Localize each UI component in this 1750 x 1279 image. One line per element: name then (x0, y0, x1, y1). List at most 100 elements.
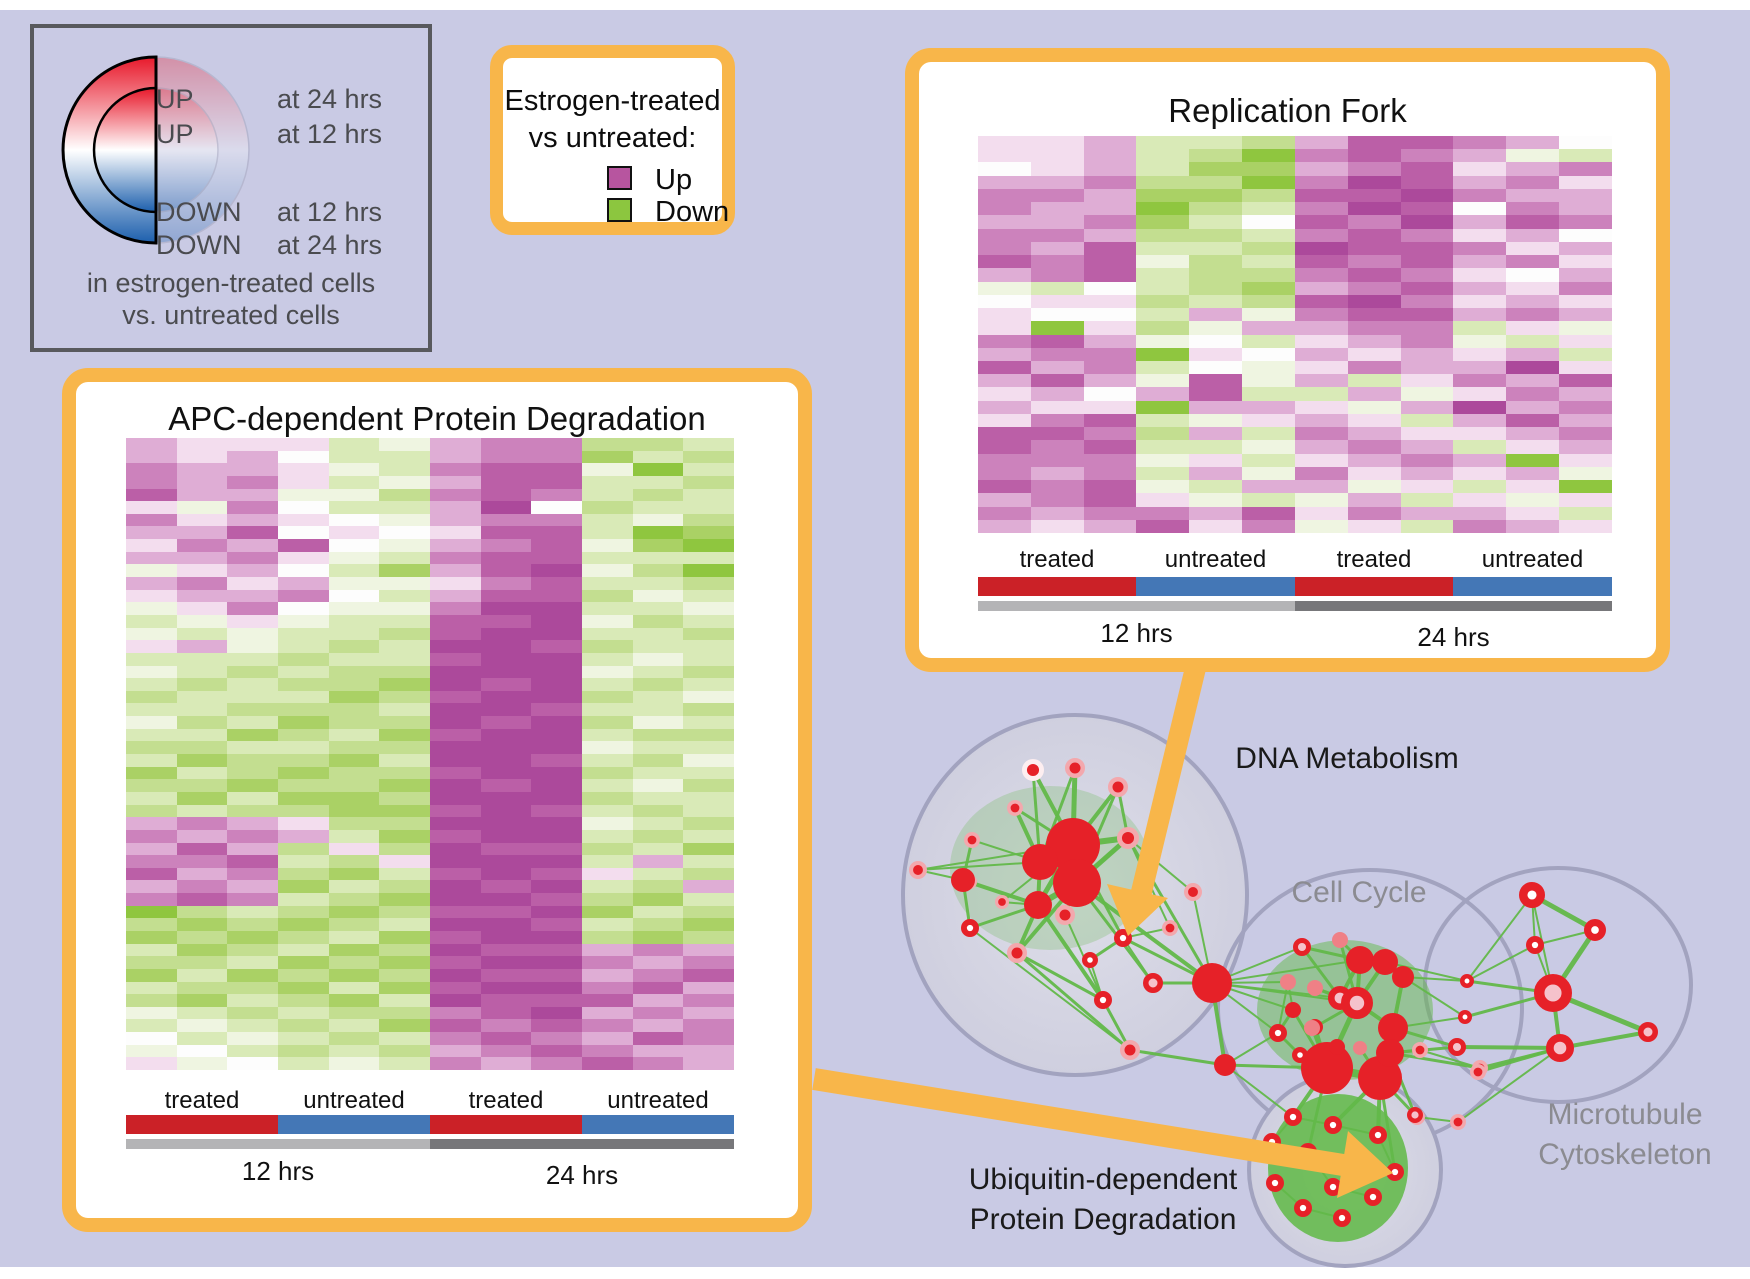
heatmap-row (126, 488, 735, 502)
heatmap-row (126, 981, 735, 995)
untreated-bar (582, 1115, 734, 1134)
heatmap-row (978, 241, 1612, 256)
heatmap-row (126, 627, 735, 641)
time-label-12hrs: 12 hrs (241, 1156, 315, 1186)
time-label-24hrs: 24 hrs (545, 1160, 619, 1190)
cluster-label: Cell Cycle (1291, 876, 1427, 909)
updown-circles-icon (61, 55, 250, 245)
replication-panel-title: Replication Fork (1168, 92, 1407, 129)
group-label: untreated (1481, 546, 1584, 573)
color-legend-box: Estrogen-treated vs untreated: Up Down (490, 45, 735, 235)
heatmap-row (126, 1057, 735, 1071)
heatmap-row (978, 294, 1612, 309)
heatmap-row (978, 347, 1612, 361)
heatmap-row (126, 463, 735, 476)
treated-bar (430, 1115, 582, 1134)
untreated-bar (1136, 577, 1295, 596)
heatmap-row (978, 202, 1612, 216)
heatmap-row (978, 228, 1612, 242)
replication-heatmap (978, 136, 1612, 534)
color-legend-title: Estrogen-treated vs untreated: (503, 83, 722, 157)
heatmap-row (126, 855, 735, 868)
heatmap-row (126, 640, 735, 653)
heatmap-row (126, 577, 735, 590)
heatmap-row (126, 804, 735, 818)
cluster-label: Microtubule Cytoskeleton (1538, 1098, 1712, 1171)
heatmap-row (978, 149, 1612, 163)
heatmap-row (126, 893, 735, 906)
heatmap-row (126, 678, 735, 691)
heatmap-row (126, 716, 735, 729)
time-label: at 24 hrs (277, 84, 383, 114)
heatmap-row (978, 175, 1612, 189)
heatmap-row (126, 741, 735, 755)
group-label: treated (468, 1087, 544, 1114)
time-label-12hrs: 12 hrs (1100, 618, 1173, 648)
group-label: untreated (1164, 546, 1267, 573)
heatmap-row (126, 817, 735, 830)
heatmap-row (126, 867, 735, 881)
untreated-bar (278, 1115, 430, 1134)
treated-bar (1295, 577, 1453, 596)
heatmap-row (978, 506, 1612, 520)
heatmap-row (126, 880, 735, 894)
heatmap-row (126, 1032, 735, 1045)
time-bar-24hrs (430, 1139, 734, 1149)
legend-item-label: Up (655, 164, 693, 196)
heatmap-row (978, 453, 1612, 467)
heatmap-row (978, 308, 1612, 322)
heatmap-row (978, 255, 1612, 269)
heatmap-row (126, 994, 735, 1007)
untreated-bar (1453, 577, 1612, 596)
heatmap-row (126, 779, 735, 792)
time-bar-12hrs (978, 601, 1295, 611)
heatmap-row (126, 513, 735, 527)
heatmap-row (126, 728, 735, 742)
heatmap-row (978, 136, 1612, 150)
heatmap-row (126, 968, 735, 982)
heatmap-row (978, 493, 1612, 507)
heatmap-row (126, 539, 735, 552)
heatmap-row (978, 268, 1612, 282)
heatmap-row (978, 519, 1612, 534)
heatmap-row (126, 475, 735, 489)
heatmap-row (978, 440, 1612, 454)
heatmap-row (126, 930, 735, 944)
heatmap-row (126, 829, 735, 843)
heatmap-row (978, 162, 1612, 176)
heatmap-row (126, 602, 735, 615)
group-label: untreated (303, 1087, 405, 1114)
heatmap-row (978, 413, 1612, 428)
direction-label: DOWN (156, 230, 242, 260)
direction-label: UP (156, 84, 194, 114)
heatmap-row (126, 905, 735, 919)
time-label: at 12 hrs (277, 197, 383, 227)
apc-heatmap-panel: APC-dependent Protein Degradation treate… (62, 368, 812, 1232)
heatmap-row (126, 1044, 735, 1058)
cluster-label: DNA Metabolism (1235, 742, 1459, 775)
treated-bar (978, 577, 1136, 596)
group-label: treated (1336, 546, 1412, 573)
time-label: at 24 hrs (277, 230, 383, 260)
legend-item-label: Down (655, 196, 730, 228)
time-label: at 12 hrs (277, 119, 383, 149)
down-swatch-icon (607, 198, 632, 222)
heatmap-row (126, 438, 735, 451)
time-label-24hrs: 24 hrs (1417, 622, 1490, 652)
heatmap-row (126, 842, 735, 856)
color-legend-title-line1: Estrogen-treated (504, 85, 721, 117)
treated-bar (126, 1115, 278, 1134)
heatmap-row (978, 360, 1612, 375)
heatmap-row (978, 334, 1612, 348)
updown-footer-line2: vs. untreated cells (122, 300, 340, 330)
heatmap-row (126, 791, 735, 805)
heatmap-row (126, 1019, 735, 1033)
heatmap-row (126, 501, 735, 514)
heatmap-row (978, 321, 1612, 335)
up-swatch-icon (607, 166, 632, 190)
apc-panel-title: APC-dependent Protein Degradation (168, 400, 706, 437)
heatmap-row (126, 754, 735, 767)
heatmap-row (126, 1006, 735, 1020)
heatmap-row (126, 652, 735, 666)
